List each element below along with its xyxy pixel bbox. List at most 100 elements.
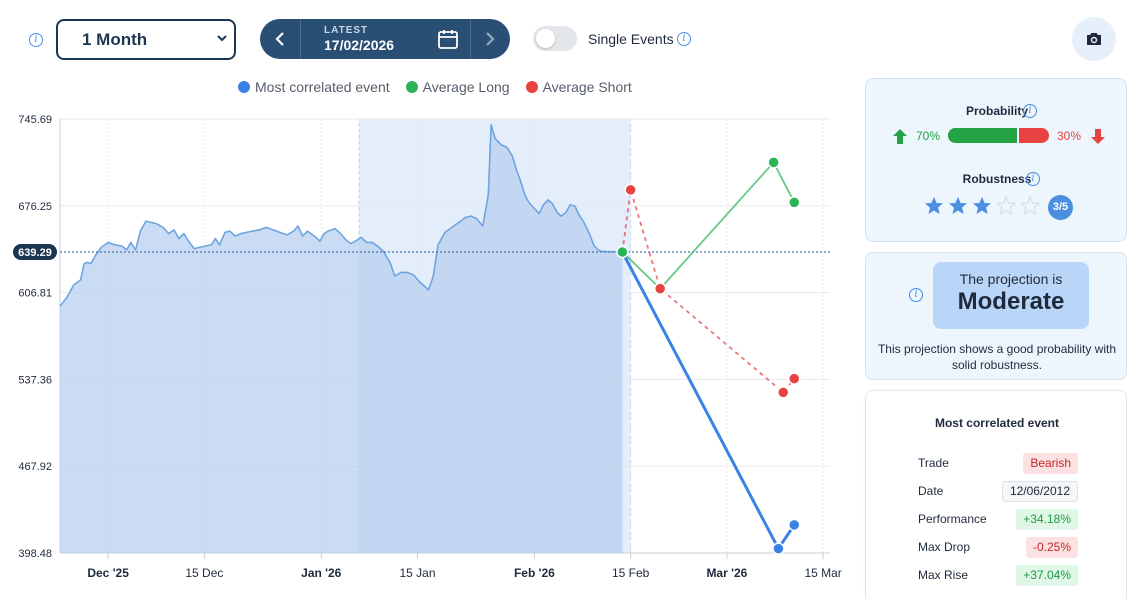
- history-area: [60, 124, 623, 554]
- camera-icon: [1087, 33, 1101, 45]
- projection-description: This projection shows a good probability…: [877, 342, 1117, 372]
- current-value-badge: [13, 243, 57, 260]
- divider: [300, 19, 301, 59]
- legend-label: Average Short: [542, 79, 632, 95]
- series-point[interactable]: [788, 196, 801, 209]
- robustness-info-icon[interactable]: i: [1026, 172, 1040, 186]
- legend-item-correlated[interactable]: Most correlated event: [238, 79, 390, 95]
- price-chart[interactable]: 745.69 676.25 606.81 537.36 467.92 398.48 Dec …: [0, 100, 850, 599]
- y-tick-label: 467.92: [18, 461, 52, 473]
- projection-box: The projection is Moderate: [933, 262, 1089, 329]
- period-info-icon[interactable]: i: [29, 33, 43, 47]
- single-events-info-icon[interactable]: i: [677, 32, 691, 46]
- x-tick-label: 15 Mar: [804, 566, 841, 580]
- robustness-label: Robustness: [962, 172, 1032, 186]
- chevron-left-icon: [275, 32, 284, 46]
- series-point[interactable]: [772, 542, 785, 555]
- legend-item-short[interactable]: Average Short: [525, 79, 632, 95]
- x-tick-label: Dec '25: [87, 566, 129, 580]
- corr-value: 12/06/2012: [1001, 481, 1078, 502]
- x-tick-label: Mar '26: [706, 566, 747, 580]
- calendar-icon[interactable]: [437, 28, 459, 50]
- corr-key: Trade: [918, 456, 949, 470]
- corr-value: Bearish: [1023, 453, 1078, 474]
- star-empty-icon: [1020, 196, 1040, 216]
- star-filled-icon: [949, 197, 967, 214]
- y-tick-label: 398.48: [18, 548, 52, 560]
- corr-key: Date: [918, 484, 944, 498]
- projection-panel: i The projection is Moderate This projec…: [865, 252, 1127, 380]
- x-tick-label: Jan '26: [301, 566, 342, 580]
- arrow-up-icon: [893, 129, 907, 144]
- legend-dot: [525, 81, 538, 93]
- corr-value: +34.18%: [1016, 509, 1078, 530]
- series-point[interactable]: [653, 282, 667, 295]
- date-navigator: LATEST 17/02/2026: [260, 19, 510, 59]
- probability-info-icon[interactable]: i: [1023, 104, 1037, 118]
- y-tick-label: 537.36: [18, 374, 52, 386]
- correlated-event-panel: Most correlated event Trade Bearish Date…: [865, 390, 1127, 599]
- history-line: [59, 124, 623, 307]
- divider: [470, 19, 471, 59]
- legend-dot: [405, 81, 418, 93]
- previous-date-button[interactable]: [260, 19, 300, 59]
- corr-row-max-rise: Max Rise +37.04%: [918, 565, 1078, 586]
- chart-legend: Most correlated event Average Long Avera…: [238, 79, 632, 95]
- series-line-1: [621, 161, 796, 290]
- y-tick-label: 606.81: [18, 288, 52, 300]
- series-point[interactable]: [624, 183, 637, 197]
- period-select[interactable]: 1 Month: [56, 19, 236, 60]
- x-tick-label: 15 Dec: [185, 566, 223, 580]
- projection-pre-label: The projection is: [959, 271, 1063, 287]
- corr-value: +37.04%: [1016, 565, 1078, 586]
- probability-short-pct: 30%: [1057, 129, 1082, 143]
- robustness-stars: [924, 196, 1040, 216]
- series-point[interactable]: [777, 386, 790, 399]
- next-date-button[interactable]: [470, 19, 510, 59]
- series-line-0: [621, 251, 796, 551]
- legend-dot: [238, 81, 250, 93]
- corr-row-max-drop: Max Drop -0.25%: [918, 537, 1078, 558]
- legend-label: Average Long: [422, 79, 510, 95]
- series-point[interactable]: [767, 156, 780, 169]
- corr-value: -0.25%: [1025, 537, 1078, 558]
- series-point[interactable]: [788, 372, 801, 385]
- toggle-knob: [536, 29, 555, 48]
- star-filled-icon: [925, 197, 943, 214]
- probability-long-fill: [948, 128, 1019, 143]
- chevron-right-icon: [486, 32, 495, 46]
- latest-label: LATEST: [324, 25, 369, 36]
- latest-date[interactable]: 17/02/2026: [324, 37, 395, 53]
- projection-level: Moderate: [957, 288, 1065, 315]
- screenshot-button[interactable]: [1072, 17, 1116, 61]
- corr-row-date: Date 12/06/2012: [918, 481, 1078, 502]
- y-tick-label: 676.25: [18, 201, 52, 213]
- legend-label: Most correlated event: [255, 79, 390, 95]
- period-select-value: 1 Month: [82, 29, 148, 49]
- legend-item-long[interactable]: Average Long: [405, 79, 510, 95]
- robustness-badge: 3/5: [1048, 195, 1073, 220]
- arrow-down-icon: [1091, 129, 1105, 144]
- x-tick-label: 15 Feb: [612, 566, 650, 580]
- series-line-2: [621, 189, 796, 394]
- anchor-point[interactable]: [616, 245, 629, 259]
- star-empty-icon: [996, 196, 1016, 216]
- projection-info-icon[interactable]: i: [909, 288, 923, 302]
- series-point[interactable]: [788, 518, 801, 532]
- corr-row-trade: Trade Bearish: [918, 453, 1078, 474]
- probability-bar: [948, 128, 1049, 143]
- probability-panel: Probability i 70% 30% Robustness i 3/5: [865, 78, 1127, 242]
- star-filled-icon: [973, 197, 991, 214]
- single-events-toggle[interactable]: [533, 26, 577, 51]
- probability-label: Probability: [965, 104, 1028, 118]
- chevron-down-icon: [217, 35, 227, 42]
- current-value-label: 639.29: [18, 247, 52, 259]
- corr-key: Performance: [918, 512, 987, 526]
- corr-key: Max Rise: [918, 568, 969, 582]
- probability-long-pct: 70%: [916, 129, 941, 143]
- corr-key: Max Drop: [918, 540, 971, 554]
- single-events-label: Single Events: [588, 31, 674, 47]
- correlated-event-title: Most correlated event: [934, 416, 1060, 430]
- x-tick-label: 15 Jan: [399, 566, 435, 580]
- x-tick-label: Feb '26: [514, 566, 555, 580]
